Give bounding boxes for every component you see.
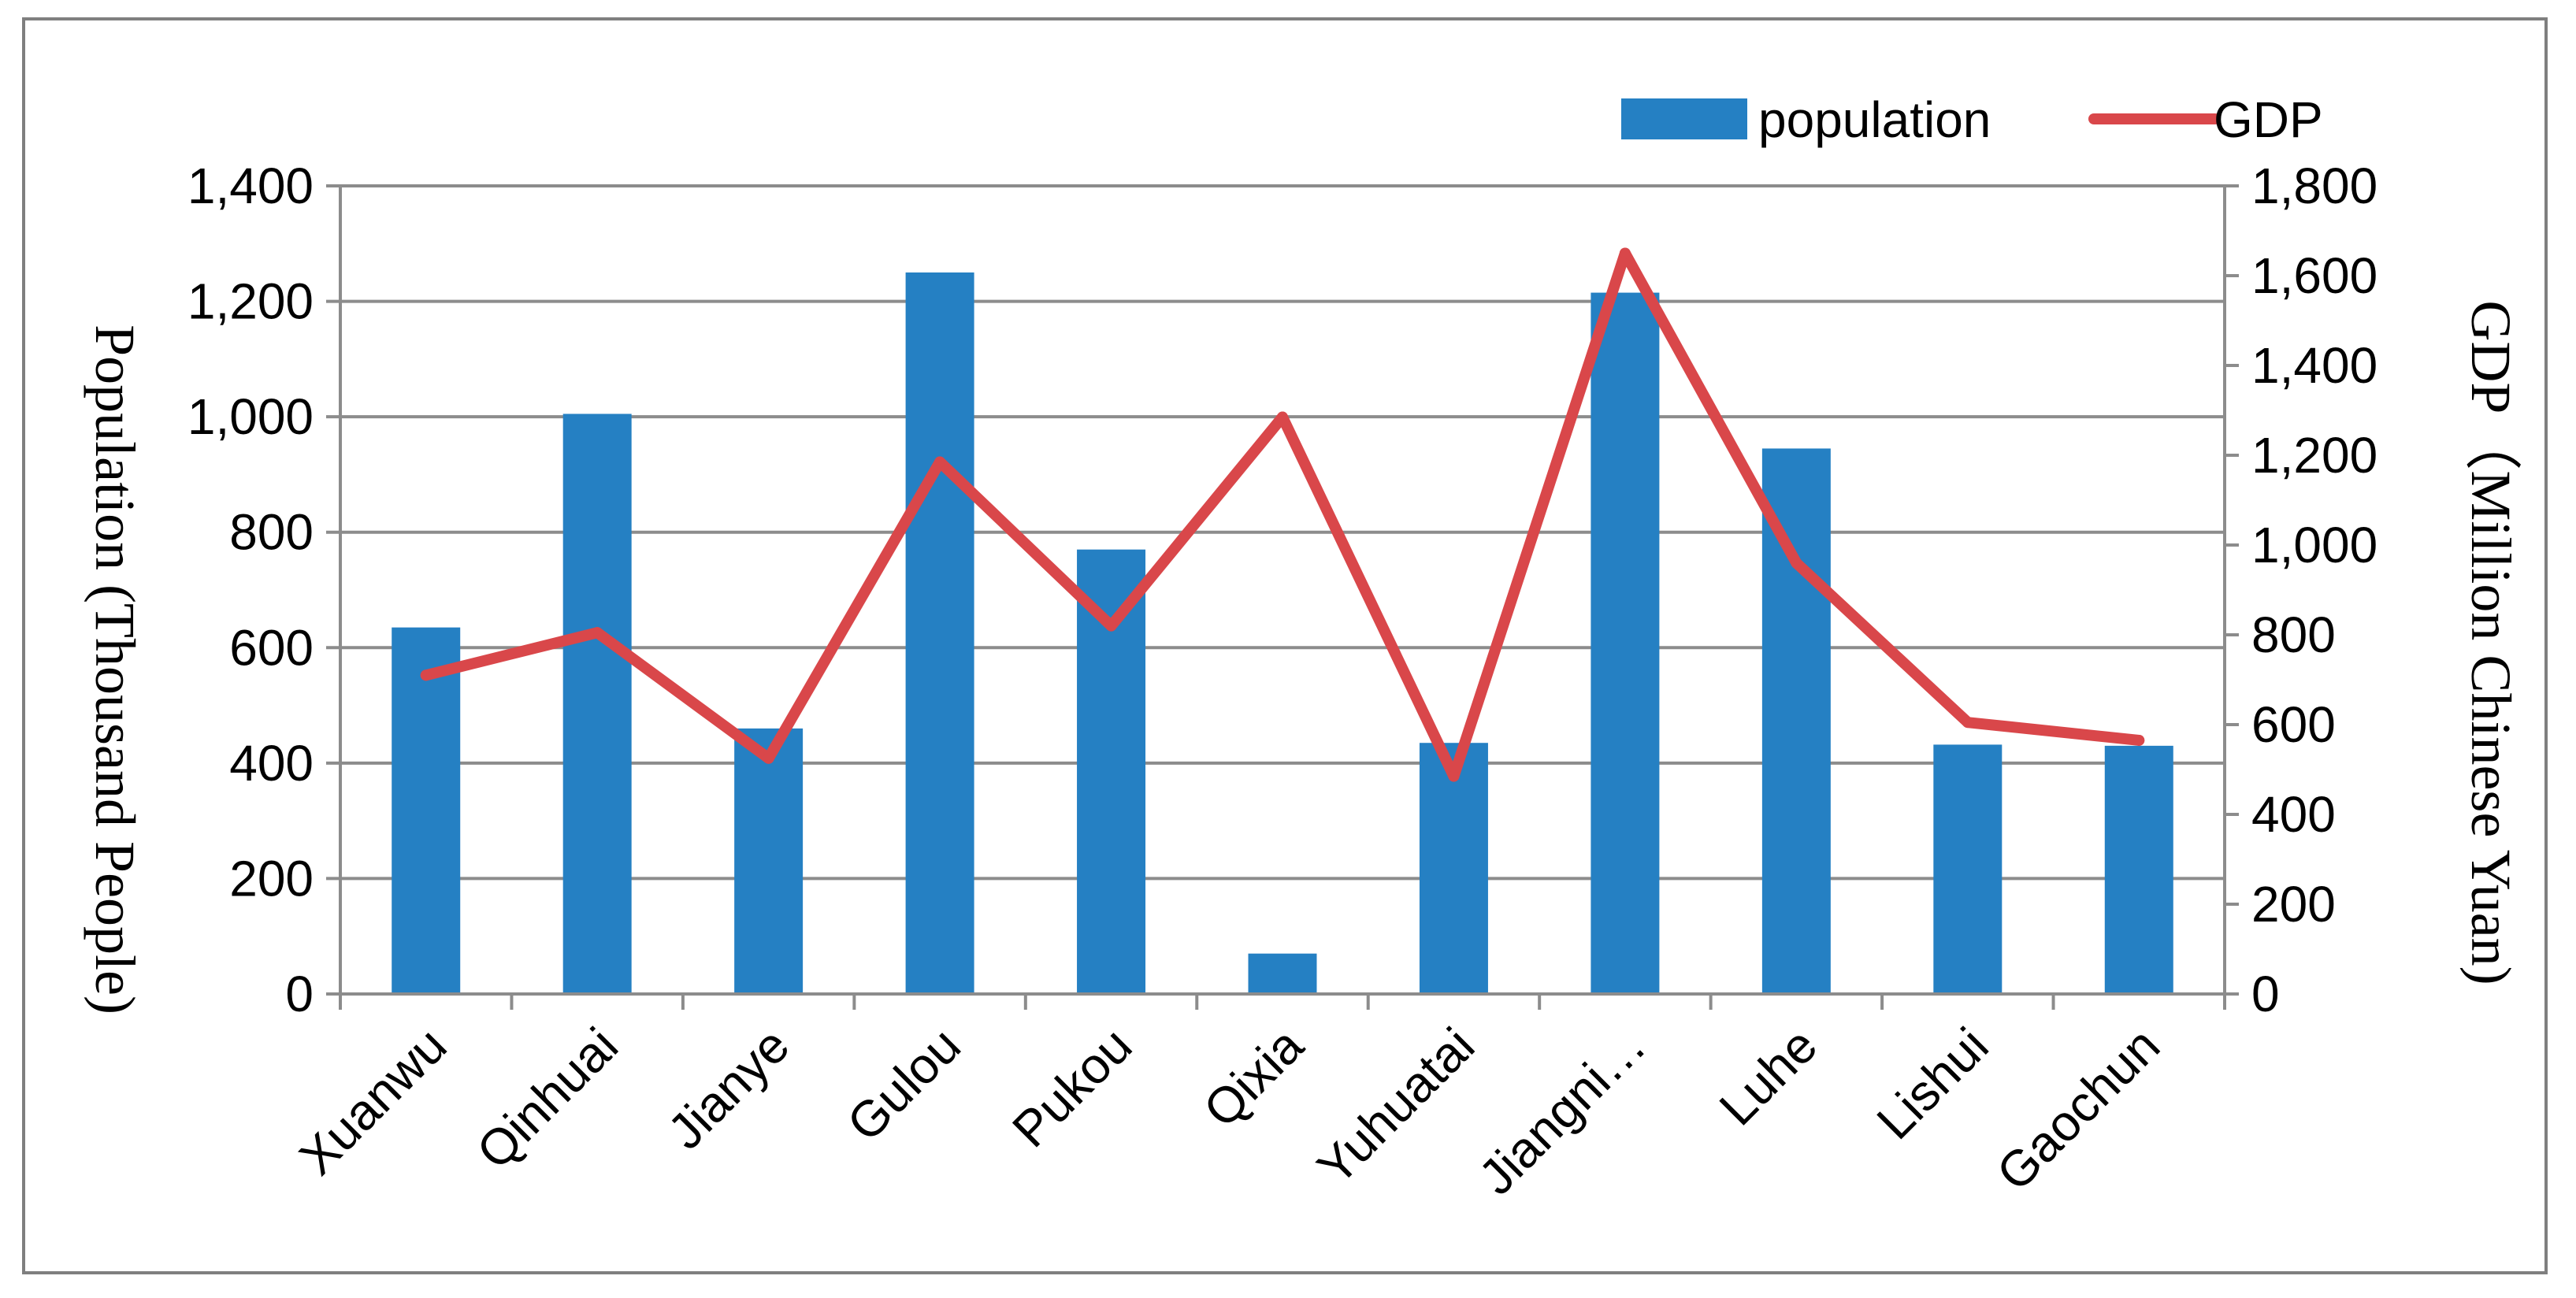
population-bar [1761, 448, 1831, 994]
population-bar [2104, 745, 2173, 994]
y2-tick-label: 800 [2251, 606, 2336, 663]
x-category-label: Gulou [836, 1017, 971, 1152]
legend: population GDP [1621, 91, 2323, 148]
gdp-point [763, 752, 774, 764]
gdp-point [1277, 411, 1288, 423]
legend-gdp-label: GDP [2214, 91, 2323, 148]
y2-tick-label: 400 [2251, 786, 2336, 843]
population-bar [1077, 549, 1146, 994]
population-bar [1419, 743, 1488, 994]
population-bars [392, 272, 2173, 994]
y2-tick-label: 600 [2251, 696, 2336, 753]
x-category-label: Luhe [1709, 1017, 1828, 1137]
y-tick-label: 1,200 [187, 273, 314, 330]
y-tick-label: 1,400 [187, 158, 314, 214]
y2-tick-label: 200 [2251, 876, 2336, 933]
population-bar [1933, 744, 2003, 994]
legend-population-swatch [1621, 98, 1747, 139]
gdp-point [1619, 247, 1631, 259]
x-category-label: Qixia [1193, 1017, 1314, 1138]
left-axis-ticks: 0 200 400 600 800 1,000 1,200 1,400 [187, 158, 314, 1022]
y-tick-label: 400 [229, 735, 314, 792]
population-bar [1591, 292, 1660, 994]
gdp-point [2133, 734, 2145, 746]
population-bar [392, 627, 461, 994]
gdp-point [1791, 557, 1802, 569]
x-category-label: Jianye [657, 1017, 800, 1160]
y2-tick-label: 1,600 [2251, 247, 2377, 304]
gdp-line-series [420, 247, 2145, 782]
x-category-label: Lishui [1866, 1017, 1999, 1150]
y2-tick-label: 1,800 [2251, 158, 2377, 214]
chart-canvas: 0 200 400 600 800 1,000 1,200 1,400 0 200 400 600 8… [84, 91, 2522, 1206]
y2-tick-label: 1,200 [2251, 427, 2377, 484]
axes [326, 184, 2239, 1010]
y-tick-label: 600 [229, 619, 314, 676]
y-tick-label: 200 [229, 850, 314, 907]
gdp-line [420, 247, 2145, 782]
gdp-point [1962, 717, 1973, 729]
population-bar [562, 414, 632, 994]
x-category-label: Xuanwu [288, 1017, 457, 1185]
y-tick-label: 0 [285, 966, 314, 1022]
x-category-label: Qinhuai [466, 1017, 629, 1180]
y2-axis-title: GDP（Million Chinese Yuan) [2459, 300, 2522, 985]
x-category-label: Yuhuatai [1306, 1017, 1485, 1196]
y-axis-title: Population (Thousand People) [84, 324, 147, 1014]
population-bar [1248, 953, 1317, 994]
y-tick-label: 800 [229, 504, 314, 561]
y2-tick-label: 1,000 [2251, 517, 2377, 573]
gdp-point [592, 627, 603, 639]
y-tick-label: 1,000 [187, 388, 314, 445]
gdp-point [1448, 770, 1460, 782]
x-category-label: Gaochun [1986, 1017, 2171, 1202]
population-bar [734, 728, 804, 994]
y2-tick-label: 0 [2251, 966, 2280, 1022]
x-category-label: Jiangni… [1468, 1017, 1657, 1206]
x-category-label: Pukou [1001, 1017, 1142, 1158]
right-axis-ticks: 0 200 400 600 800 1,000 1,200 1,400 1,600 1,800 [2251, 158, 2377, 1022]
population-bar [905, 272, 974, 994]
category-labels: Xuanwu Qinhuai Jianye Gulou Pukou QixiaYuhuat… [288, 1017, 2170, 1206]
gdp-point [1105, 620, 1117, 632]
y2-tick-label: 1,400 [2251, 337, 2377, 394]
chart-frame: 0 200 400 600 800 1,000 1,200 1,400 0 200 400 600 8… [22, 17, 2548, 1274]
gdp-point [934, 456, 946, 468]
gdp-point [420, 669, 432, 681]
legend-population-label: population [1758, 91, 1991, 148]
